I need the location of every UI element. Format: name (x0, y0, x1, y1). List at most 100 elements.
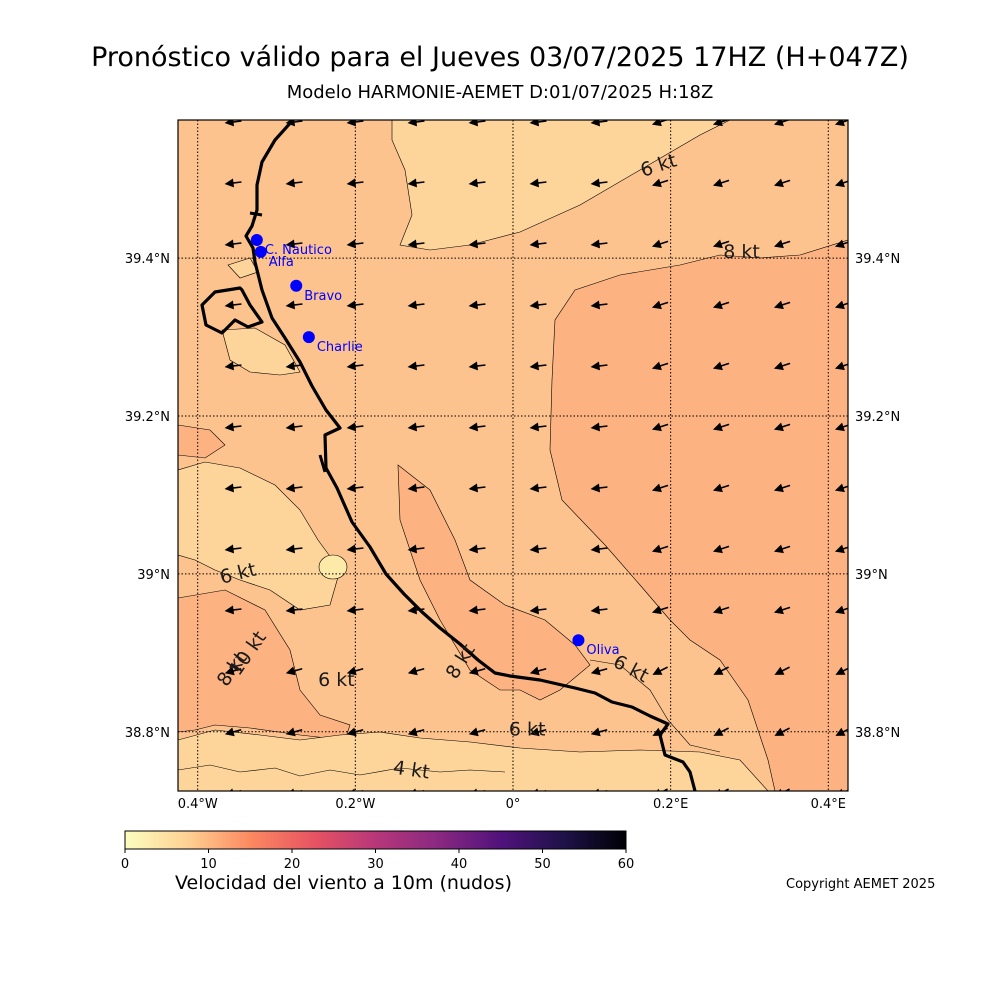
wind-arrow (834, 178, 848, 188)
wind-arrow (224, 361, 242, 371)
wind-arrow (224, 120, 242, 127)
wind-arrow (835, 727, 848, 736)
contour-label: 6 kt (318, 669, 355, 691)
page-subtitle: Modelo HARMONIE-AEMET D:01/07/2025 H:18Z (286, 82, 714, 103)
wind-arrow (712, 483, 730, 493)
wind-arrow (346, 666, 364, 676)
wind-arrow (529, 666, 547, 676)
wind-arrow (346, 361, 364, 371)
wind-arrow (346, 120, 364, 127)
wind-arrow (834, 483, 848, 493)
wind-arrow (529, 605, 547, 615)
wind-arrow (590, 544, 608, 554)
wind-arrow (224, 666, 242, 676)
wind-arrow (529, 361, 547, 371)
wind-arrow (229, 788, 242, 791)
wind-arrow (346, 239, 364, 249)
wind-arrow (285, 666, 303, 676)
wind-arrow (712, 422, 730, 432)
contour-label: 4 kt (392, 757, 431, 784)
field-high-central (397, 464, 591, 701)
wind-arrow (224, 239, 242, 249)
wind-arrow (529, 300, 547, 310)
lat-tick-label-right: 38.8°N (855, 726, 900, 741)
wind-arrow (351, 788, 364, 791)
wind-arrow (651, 300, 669, 310)
wind-arrow (529, 544, 547, 554)
wind-arrow (590, 666, 608, 676)
wind-arrow (529, 483, 547, 493)
wind-arrow (290, 788, 303, 791)
wind-arrow (285, 239, 303, 249)
station-label: Alfa (269, 255, 294, 270)
albufera-lagoon (200, 286, 264, 335)
contour-label: 8 kt (723, 241, 760, 263)
wind-arrow (834, 239, 848, 249)
station-label: Charlie (317, 340, 363, 355)
field-low-west-2 (221, 327, 301, 376)
wind-arrow (651, 544, 669, 554)
lat-tick-label-right: 39°N (855, 568, 888, 583)
wind-arrow (835, 666, 848, 675)
wind-arrow (412, 788, 425, 791)
lat-tick-label-left: 39.2°N (125, 410, 170, 425)
wind-arrow (834, 422, 848, 432)
wind-arrow (285, 422, 303, 432)
wind-arrow (346, 178, 364, 188)
wind-arrow (224, 605, 242, 615)
wind-arrow (773, 483, 791, 493)
wind-arrow (468, 483, 486, 493)
wind-arrow (590, 422, 608, 432)
wind-arrow (534, 788, 547, 791)
colorbar-gradient (124, 830, 627, 850)
wind-vectors (224, 120, 848, 791)
wind-arrow (346, 483, 364, 493)
wind-arrow (712, 300, 730, 310)
wind-arrow (407, 544, 425, 554)
wind-arrow (651, 178, 669, 188)
coastline-main (244, 120, 697, 791)
wind-arrow (773, 361, 791, 371)
wind-arrow (224, 544, 242, 554)
station-label: Oliva (586, 643, 619, 658)
wind-arrow (407, 666, 425, 676)
wind-arrow (590, 483, 608, 493)
wind-arrow (468, 178, 486, 188)
wind-arrow (346, 544, 364, 554)
wind-arrow (590, 300, 608, 310)
colorbar-ticks: 0 10 20 30 40 50 60 (121, 849, 634, 872)
wind-arrow (590, 120, 608, 127)
wind-arrow (346, 300, 364, 310)
wind-arrow (285, 544, 303, 554)
wind-arrow (468, 361, 486, 371)
wind-arrow (346, 422, 364, 432)
wind-arrow (712, 120, 730, 127)
page-title: Pronóstico válido para el Jueves 03/07/2… (91, 42, 909, 73)
wind-arrow (713, 727, 729, 736)
wind-arrow (590, 178, 608, 188)
wind-arrow (529, 727, 547, 737)
wind-arrow (834, 120, 848, 127)
wind-arrow (773, 300, 791, 310)
wind-arrow (834, 544, 848, 554)
wind-arrow (774, 727, 790, 736)
station-label: C. Nautico (265, 243, 332, 258)
colorbar-tick-label: 10 (200, 857, 217, 872)
copyright: Copyright AEMET 2025 (786, 877, 936, 892)
wind-arrow (834, 300, 848, 310)
wind-arrow (590, 605, 608, 615)
field-mid-west (178, 424, 226, 459)
wind-arrow (712, 239, 730, 249)
wind-arrow (773, 239, 791, 249)
wind-arrow (773, 422, 791, 432)
wind-arrow (285, 178, 303, 188)
wind-arrow (773, 605, 791, 615)
field-mid-southwest (178, 589, 351, 741)
wind-arrow (224, 422, 242, 432)
axis-labels: 0.4°W 0.2°W 0° 0.2°E 0.4°E 38.8°N 38.8°N 39°N 39… (125, 252, 900, 812)
station-marker (290, 279, 303, 292)
lat-tick-label-right: 39.2°N (855, 410, 900, 425)
contour-line-1 (589, 659, 721, 753)
